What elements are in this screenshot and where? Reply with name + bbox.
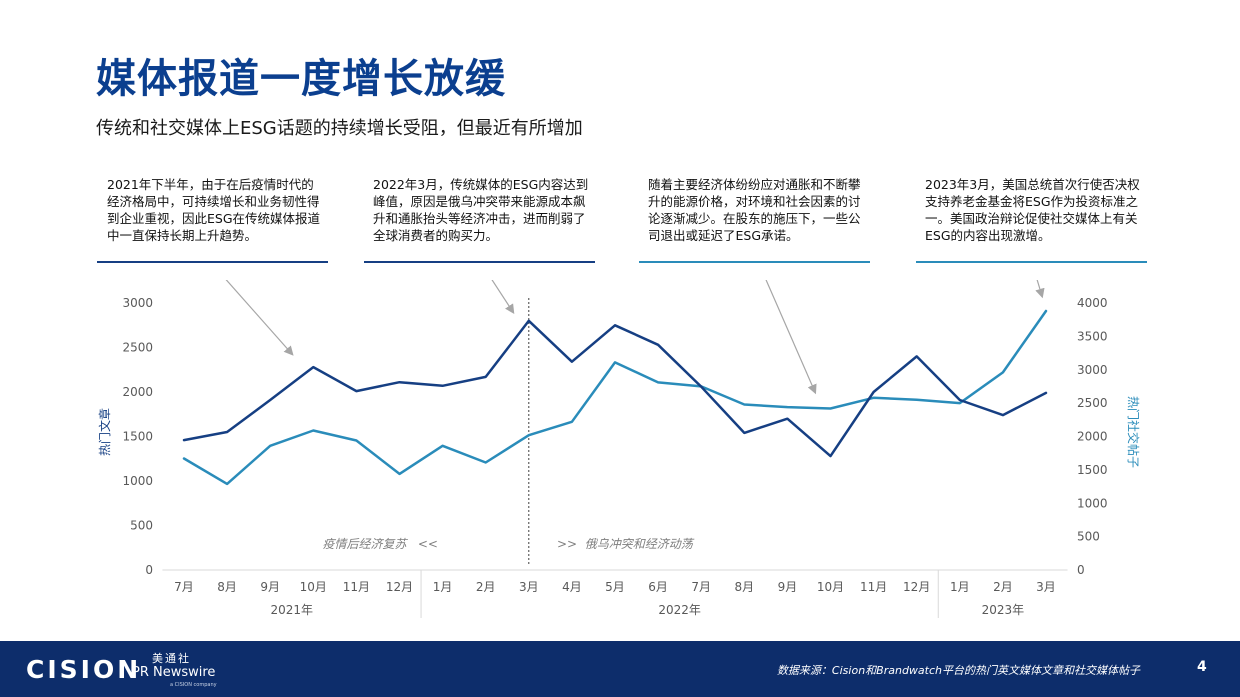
x-tick-label: 12月 [386,580,413,594]
right-tick-label: 3000 [1077,363,1108,377]
x-tick-label: 1月 [433,580,453,594]
x-tick-label: 9月 [778,580,798,594]
x-tick-label: 9月 [260,580,280,594]
left-tick-label: 2500 [122,341,153,355]
year-group-label: 2022年 [658,603,701,617]
x-tick-label: 8月 [734,580,754,594]
prn-logo-tagline: a CISION company [170,682,217,688]
page-subtitle: 传统和社交媒体上ESG话题的持续增长受阻，但最近有所增加 [96,118,583,139]
annotation-4: 2023年3月，美国总统首次行使否决权支持养老金基金将ESG作为投资标准之一。美… [925,177,1140,243]
annotation-3-underline [639,261,870,263]
x-tick-label: 3月 [519,580,539,594]
right-axis-title: 热门社交帖子 [1126,396,1141,468]
region-label-left: 疫情后经济复苏 << [322,537,438,551]
x-tick-label: 7月 [174,580,194,594]
annotation-arrow-1 [225,280,294,356]
x-tick-label: 10月 [817,580,844,594]
annotation-arrow-4 [1035,280,1045,299]
region-label-right: >> 俄乌冲突和经济动荡 [557,537,695,551]
right-tick-label: 500 [1077,530,1100,544]
x-tick-label: 6月 [648,580,668,594]
right-tick-label: 3500 [1077,329,1108,343]
annotation-1-underline [97,261,328,263]
right-tick-label: 0 [1077,563,1085,577]
year-group-label: 2023年 [982,603,1025,617]
annotation-2: 2022年3月，传统媒体的ESG内容达到峰值，原因是俄乌冲突带来能源成本飙升和通… [373,177,589,243]
right-tick-label: 2500 [1077,396,1108,410]
annotation-1: 2021年下半年，由于在后疫情时代的经济格局中，可持续增长和业务韧性得到企业重视… [107,177,321,243]
x-tick-label: 12月 [903,580,930,594]
annotation-2-underline [364,261,595,263]
x-tick-label: 5月 [605,580,625,594]
annotation-arrow-2 [491,280,515,315]
x-tick-label: 2月 [476,580,496,594]
year-group-label: 2021年 [270,603,313,617]
prn-logo: PR Newswire [132,665,216,680]
left-axis-title: 热门文章 [97,408,112,456]
right-tick-label: 2000 [1077,430,1108,444]
left-tick-label: 1000 [122,474,153,488]
x-tick-label: 11月 [860,580,887,594]
cision-logo: CISION [26,655,142,684]
x-tick-label: 3月 [1036,580,1056,594]
right-tick-label: 4000 [1077,296,1108,310]
left-tick-label: 2000 [122,385,153,399]
x-tick-label: 7月 [691,580,711,594]
footer-bar: CISION 美通社 PR Newswire a CISION company … [0,641,1240,697]
left-tick-label: 500 [130,519,153,533]
annotation-4-underline [916,261,1147,263]
page-title: 媒体报道一度增长放缓 [96,56,506,102]
series-line-articles [182,319,1048,458]
annotation-3: 随着主要经济体纷纷应对通胀和不断攀升的能源价格，对环境和社会因素的讨论逐渐减少。… [648,177,861,243]
left-tick-label: 0 [145,563,153,577]
series-line-social [182,309,1048,486]
annotation-arrow-3 [765,280,817,395]
prn-logo-chinese: 美通社 [152,652,191,665]
left-tick-label: 1500 [122,430,153,444]
page-number: 4 [1197,659,1207,675]
x-tick-label: 2月 [993,580,1013,594]
left-tick-label: 3000 [122,296,153,310]
right-tick-label: 1000 [1077,496,1108,510]
x-tick-label: 1月 [950,580,970,594]
x-tick-label: 4月 [562,580,582,594]
x-tick-label: 10月 [300,580,327,594]
right-tick-label: 1500 [1077,463,1108,477]
data-source-note: 数据来源：Cision和Brandwatch平台的热门英文媒体文章和社交媒体帖子 [776,664,1140,677]
x-tick-label: 11月 [343,580,370,594]
x-tick-label: 8月 [217,580,237,594]
dual-axis-line-chart: 0 500 1000 1500 2000 2500 3000 0 500 1000 1500 200… [97,280,1141,618]
